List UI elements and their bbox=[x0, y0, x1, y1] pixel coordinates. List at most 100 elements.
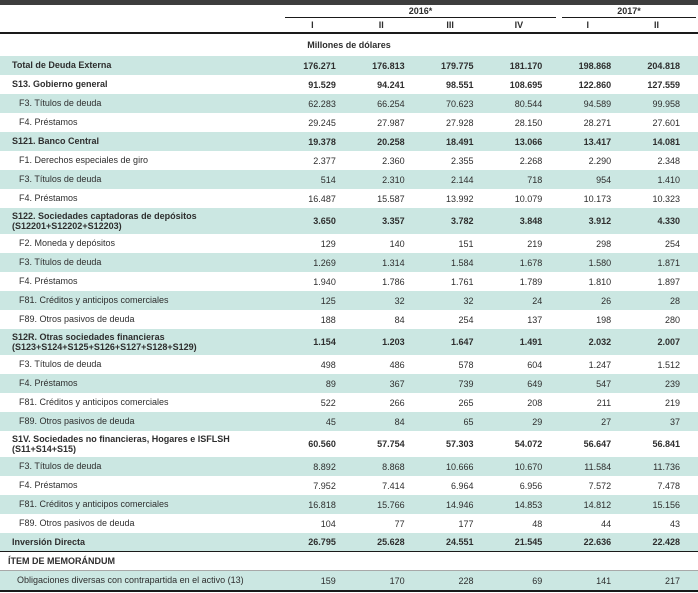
cell-value: 3.782 bbox=[450, 216, 474, 226]
cell-value: 7.478 bbox=[657, 480, 680, 491]
cell-value: 718 bbox=[527, 174, 543, 185]
cell-value: 177 bbox=[458, 518, 474, 529]
table-row: F4. Préstamos 89 367 739 649 547 239 bbox=[0, 374, 698, 393]
cell-value: 198.868 bbox=[578, 60, 612, 71]
cell-value: 1.512 bbox=[657, 359, 680, 370]
cell-value: 198 bbox=[596, 314, 612, 325]
row-label: ÍTEM DE MEMORÁNDUM bbox=[8, 555, 115, 566]
cell-value: 254 bbox=[664, 238, 680, 249]
cell-value: 32 bbox=[463, 295, 474, 306]
cell-value: 24.551 bbox=[445, 537, 474, 547]
row-label: F89. Otros pasivos de deuda bbox=[19, 416, 135, 427]
row-label: S13. Gobierno general bbox=[12, 79, 108, 90]
cell-value: 1.678 bbox=[519, 257, 543, 268]
cell-value: 578 bbox=[458, 359, 474, 370]
cell-value: 129 bbox=[320, 238, 336, 249]
cell-value: 2.144 bbox=[450, 174, 474, 185]
row-label: S121. Banco Central bbox=[12, 136, 100, 147]
table-row: F1. Derechos especiales de giro 2.377 2.36… bbox=[0, 151, 698, 170]
table-row: S122. Sociedades captadoras de depósitos… bbox=[0, 208, 698, 234]
cell-value: 176.271 bbox=[303, 60, 336, 71]
table-row: F3. Títulos de deuda 8.892 8.868 10.666 10.6… bbox=[0, 457, 698, 476]
cell-value: 94.589 bbox=[583, 98, 612, 109]
table-row: S13. Gobierno general 91.529 94.241 98.551 1… bbox=[0, 75, 698, 94]
table-row: F2. Moneda y depósitos 129 140 151 219 298 254 bbox=[0, 234, 698, 253]
cell-value: 1.810 bbox=[588, 276, 612, 287]
cell-value: 14.946 bbox=[445, 499, 474, 510]
table-row: S1V. Sociedades no financieras, Hogares … bbox=[0, 431, 698, 457]
table-row: F4. Préstamos 16.487 15.587 13.992 10.079 10.… bbox=[0, 189, 698, 208]
cell-value: 1.940 bbox=[313, 276, 336, 287]
cell-value: 140 bbox=[389, 238, 405, 249]
cell-value: 2.268 bbox=[519, 155, 543, 166]
cell-value: 57.303 bbox=[445, 439, 474, 449]
cell-value: 1.203 bbox=[382, 337, 405, 347]
cell-value: 11.584 bbox=[584, 461, 612, 472]
table-row: S12R. Otras sociedades financieras (S123+… bbox=[0, 329, 698, 355]
cell-value: 8.868 bbox=[382, 461, 405, 472]
cell-value: 57.754 bbox=[377, 439, 405, 449]
cell-value: 2.290 bbox=[588, 155, 612, 166]
cell-value: 266 bbox=[389, 397, 405, 408]
cell-value: 217 bbox=[664, 575, 680, 586]
cell-value: 2.032 bbox=[588, 337, 612, 347]
cell-value: 265 bbox=[458, 397, 474, 408]
cell-value: 181.170 bbox=[509, 60, 543, 71]
cell-value: 54.072 bbox=[514, 439, 543, 449]
cell-value: 43 bbox=[669, 518, 680, 529]
cell-value: 62.283 bbox=[308, 98, 336, 109]
row-label: F4. Préstamos bbox=[19, 193, 78, 204]
row-label: F3. Títulos de deuda bbox=[19, 98, 102, 109]
top-border-bar bbox=[0, 0, 698, 5]
cell-value: 239 bbox=[664, 378, 680, 389]
table-row: F3. Títulos de deuda 1.269 1.314 1.584 1.678… bbox=[0, 253, 698, 272]
cell-value: 3.912 bbox=[588, 216, 612, 226]
cell-value: 1.897 bbox=[657, 276, 680, 287]
cell-value: 16.487 bbox=[308, 193, 336, 204]
row-label: F4. Préstamos bbox=[19, 378, 78, 389]
cell-value: 10.173 bbox=[583, 193, 612, 204]
bottom-border bbox=[0, 590, 698, 592]
cell-value: 127.559 bbox=[647, 79, 680, 90]
cell-value: 91.529 bbox=[308, 79, 336, 90]
cell-value: 649 bbox=[527, 378, 543, 389]
year-group-2016: 2016* bbox=[285, 6, 556, 18]
quarter-row: I II III IV I II bbox=[0, 18, 698, 32]
cell-value: 1.584 bbox=[450, 257, 474, 268]
cell-value: 26 bbox=[601, 295, 612, 306]
year-label-2017: 2017* bbox=[617, 6, 641, 16]
cell-value: 18.491 bbox=[445, 136, 474, 147]
cell-value: 22.636 bbox=[583, 537, 612, 547]
cell-value: 65 bbox=[463, 416, 474, 427]
row-label: F81. Créditos y anticipos comerciales bbox=[19, 397, 169, 408]
table-row: Total de Deuda Externa 176.271 176.813 179.… bbox=[0, 56, 698, 75]
cell-value: 45 bbox=[325, 416, 336, 427]
cell-value: 1.871 bbox=[657, 257, 680, 268]
table-row: F3. Títulos de deuda 62.283 66.254 70.623 80… bbox=[0, 94, 698, 113]
table-row: S121. Banco Central 19.378 20.258 18.491 13.… bbox=[0, 132, 698, 151]
cell-value: 1.314 bbox=[382, 257, 405, 268]
cell-value: 44 bbox=[601, 518, 612, 529]
cell-value: 159 bbox=[320, 575, 336, 586]
cell-value: 28.271 bbox=[583, 117, 612, 128]
cell-value: 176.813 bbox=[372, 60, 405, 71]
cell-value: 10.670 bbox=[514, 461, 543, 472]
quarter-label: II bbox=[654, 20, 660, 30]
row-label: F81. Créditos y anticipos comerciales bbox=[19, 295, 169, 306]
cell-value: 26.795 bbox=[308, 537, 336, 547]
cell-value: 2.355 bbox=[450, 155, 474, 166]
cell-value: 24 bbox=[532, 295, 543, 306]
cell-value: 1.647 bbox=[450, 337, 474, 347]
cell-value: 4.330 bbox=[657, 216, 680, 226]
cell-value: 13.417 bbox=[583, 136, 612, 147]
table-row: F81. Créditos y anticipos comerciales 522… bbox=[0, 393, 698, 412]
cell-value: 3.848 bbox=[519, 216, 543, 226]
row-label: F81. Créditos y anticipos comerciales bbox=[19, 499, 169, 510]
row-label: F3. Títulos de deuda bbox=[19, 174, 102, 185]
row-label: F3. Títulos de deuda bbox=[19, 359, 102, 370]
cell-value: 48 bbox=[532, 518, 543, 529]
cell-value: 7.572 bbox=[588, 480, 612, 491]
cell-value: 28 bbox=[669, 295, 680, 306]
cell-value: 498 bbox=[320, 359, 336, 370]
